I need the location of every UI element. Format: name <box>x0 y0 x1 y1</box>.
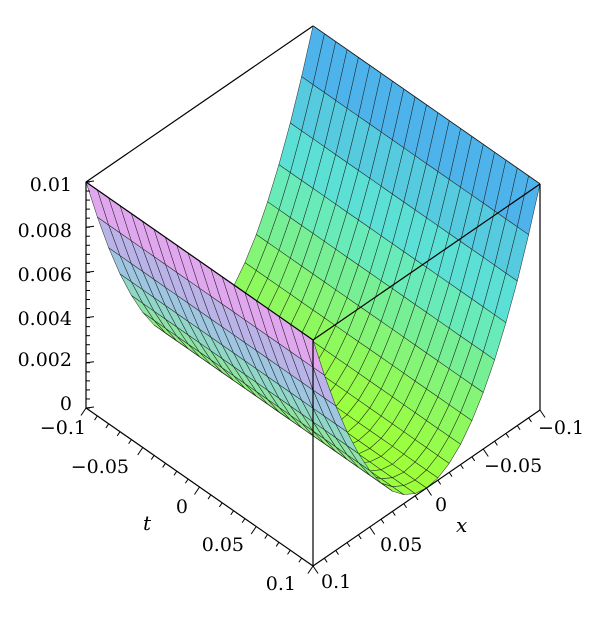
t-axis-label: t <box>143 511 152 535</box>
t-tick-9 <box>184 478 189 484</box>
t-tick-18 <box>287 549 291 555</box>
x-tick-label-0: 0 <box>435 494 447 516</box>
x-tick-16 <box>357 534 362 540</box>
t-tick-label-0.1: 0.1 <box>266 573 296 595</box>
x-tick-label-m0.1: −0.1 <box>538 417 584 439</box>
z-tick-label-0.004: 0.004 <box>18 308 72 330</box>
x-tick-15 <box>369 526 376 535</box>
x-tick-13 <box>392 511 396 516</box>
box-edge-top-front-left <box>85 181 314 341</box>
t-tick-16 <box>264 534 269 539</box>
t-tick-7 <box>162 463 166 468</box>
box-edge-top-back-left <box>85 25 314 183</box>
t-tick-label-m0.05: −0.05 <box>71 456 129 478</box>
x-tick-5 <box>482 448 489 457</box>
x-tick-11 <box>414 495 419 501</box>
t-tick-6 <box>150 455 155 460</box>
t-tick-14 <box>241 518 246 524</box>
x-tick-2 <box>516 425 521 431</box>
t-tick-4 <box>128 439 132 445</box>
axis-ticks <box>80 180 546 574</box>
t-tick-12 <box>218 502 223 508</box>
x-tick-8 <box>448 472 453 477</box>
x-tick-7 <box>460 464 464 470</box>
z-tick-label-0.01: 0.01 <box>30 174 72 196</box>
x-tick-1 <box>528 417 532 423</box>
surface <box>85 25 541 495</box>
t-tick-8 <box>173 470 178 476</box>
t-tick-0 <box>80 407 87 416</box>
x-tick-19 <box>323 557 328 563</box>
x-tick-3 <box>505 433 510 438</box>
t-tick-13 <box>230 510 234 516</box>
x-tick-12 <box>403 503 408 509</box>
t-tick-1 <box>94 415 98 421</box>
z-tick-label-0: 0 <box>60 393 72 415</box>
t-tick-19 <box>298 557 303 563</box>
t-tick-2 <box>105 423 110 429</box>
t-tick-17 <box>275 542 280 547</box>
x-tick-9 <box>437 479 442 485</box>
t-tick-20 <box>307 565 314 574</box>
t-tick-label-0: 0 <box>176 496 188 518</box>
box-edge-top-front-right <box>312 183 541 341</box>
x-tick-label-0.05: 0.05 <box>380 534 422 556</box>
t-tick-label-m0.1: −0.1 <box>40 417 86 439</box>
x-tick-label-m0.05: −0.05 <box>484 455 542 477</box>
x-tick-4 <box>494 440 498 446</box>
x-tick-14 <box>380 518 385 524</box>
x-tick-20 <box>312 565 319 574</box>
z-tick-label-0.006: 0.006 <box>18 264 72 286</box>
x-tick-label-0.1: 0.1 <box>321 571 351 593</box>
z-tick-label-0.002: 0.002 <box>18 349 72 371</box>
x-tick-18 <box>335 550 339 555</box>
t-tick-5 <box>137 447 144 456</box>
t-tick-label-0.05: 0.05 <box>202 534 244 556</box>
t-tick-11 <box>207 494 212 500</box>
x-axis-label: x <box>456 513 467 537</box>
t-tick-10 <box>194 486 200 495</box>
t-tick-3 <box>116 431 121 437</box>
x-tick-10 <box>426 487 432 496</box>
x-tick-17 <box>346 542 351 548</box>
x-tick-0 <box>539 409 546 418</box>
t-tick-15 <box>250 526 257 535</box>
z-tick-label-0.008: 0.008 <box>18 220 72 242</box>
x-tick-6 <box>471 456 476 462</box>
